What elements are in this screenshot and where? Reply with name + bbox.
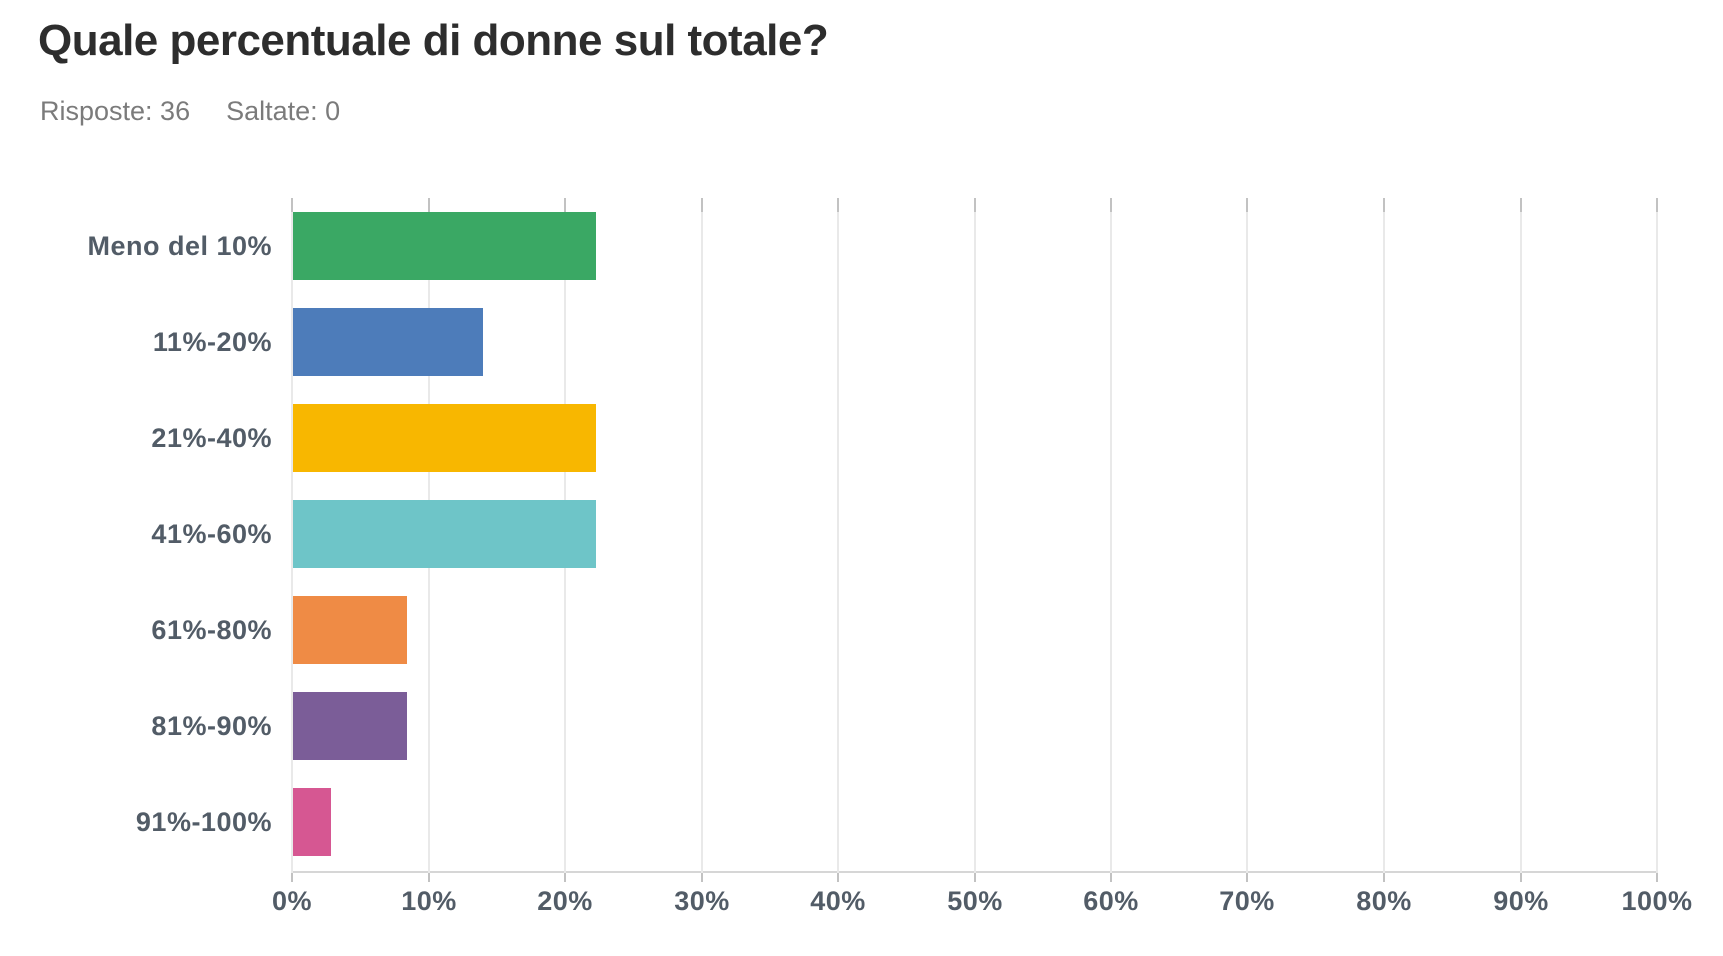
bar[interactable] bbox=[293, 692, 407, 760]
axis-bottom-tick bbox=[1520, 873, 1522, 882]
skipped-count: Saltate: 0 bbox=[226, 96, 341, 126]
axis-top-tick bbox=[428, 198, 430, 212]
x-tick-label: 20% bbox=[537, 886, 593, 916]
x-tick-label: 40% bbox=[810, 886, 866, 916]
gridline bbox=[1246, 198, 1248, 873]
category-label: 21%-40% bbox=[151, 423, 272, 453]
axis-bottom-tick bbox=[1383, 873, 1385, 882]
gridline bbox=[1656, 198, 1658, 873]
gridline bbox=[291, 198, 293, 873]
question-title: Quale percentuale di donne sul totale? bbox=[38, 16, 829, 65]
x-tick-label: 80% bbox=[1356, 886, 1412, 916]
response-stats: Risposte: 36 Saltate: 0 bbox=[40, 96, 376, 127]
axis-bottom-tick bbox=[837, 873, 839, 882]
category-label: Meno del 10% bbox=[87, 231, 272, 261]
axis-bottom-tick bbox=[291, 873, 293, 882]
answered-count: Risposte: 36 bbox=[40, 96, 191, 126]
bar[interactable] bbox=[293, 596, 407, 664]
bar[interactable] bbox=[293, 404, 596, 472]
axis-top-tick bbox=[1520, 198, 1522, 212]
chart-plot-area: Meno del 10% 11%-20% 21%-40% 41%-60% 61%-80%… bbox=[87, 198, 1658, 882]
axis-bottom-tick bbox=[564, 873, 566, 882]
axis-bottom-tick bbox=[1656, 873, 1658, 882]
x-tick-label: 10% bbox=[401, 886, 457, 916]
bar[interactable] bbox=[293, 788, 331, 856]
axis-top-tick bbox=[291, 198, 293, 212]
x-tick-label: 100% bbox=[1621, 886, 1693, 916]
axis-bottom-tick bbox=[428, 873, 430, 882]
axis-bottom-tick bbox=[1110, 873, 1112, 882]
axis-top-tick bbox=[1656, 198, 1658, 212]
x-tick-label: 90% bbox=[1493, 886, 1549, 916]
axis-top-tick bbox=[837, 198, 839, 212]
category-label: 61%-80% bbox=[151, 615, 272, 645]
axis-bottom-tick bbox=[1246, 873, 1248, 882]
gridline bbox=[974, 198, 976, 873]
x-tick-label: 0% bbox=[271, 886, 313, 916]
x-tick-label: 50% bbox=[947, 886, 1003, 916]
axis-top-tick bbox=[1383, 198, 1385, 212]
category-label: 41%-60% bbox=[151, 519, 272, 549]
category-label: 81%-90% bbox=[151, 711, 272, 741]
axis-top-tick bbox=[974, 198, 976, 212]
gridline bbox=[837, 198, 839, 873]
gridline bbox=[701, 198, 703, 873]
axis-bottom-tick bbox=[974, 873, 976, 882]
bar[interactable] bbox=[293, 500, 596, 568]
x-tick-label: 30% bbox=[674, 886, 730, 916]
gridline bbox=[1520, 198, 1522, 873]
axis-top-tick bbox=[701, 198, 703, 212]
x-tick-label: 60% bbox=[1083, 886, 1139, 916]
x-tick-label: 70% bbox=[1219, 886, 1275, 916]
axis-top-tick bbox=[1110, 198, 1112, 212]
axis-bottom-tick bbox=[701, 873, 703, 882]
category-label: 11%-20% bbox=[152, 327, 272, 357]
bar[interactable] bbox=[293, 212, 596, 280]
category-label: 91%-100% bbox=[135, 807, 272, 837]
x-axis-labels: 0% 10% 20% 30% 40% 50% 60% 70% 80% 90% 100% bbox=[272, 886, 1692, 926]
gridline bbox=[1110, 198, 1112, 873]
axis-top-tick bbox=[564, 198, 566, 212]
bar[interactable] bbox=[293, 308, 483, 376]
axis-top-tick bbox=[1246, 198, 1248, 212]
gridline bbox=[1383, 198, 1385, 873]
